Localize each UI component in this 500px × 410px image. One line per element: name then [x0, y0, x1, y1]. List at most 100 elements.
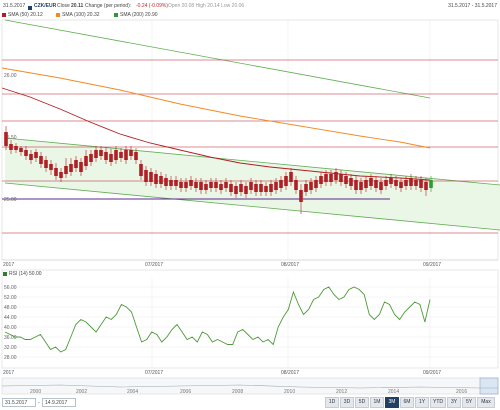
candle-body	[354, 180, 358, 190]
candle-body	[129, 150, 133, 156]
period-button-max[interactable]: Max	[477, 397, 495, 408]
change-label: Change (per period):	[85, 3, 132, 9]
candle-body	[144, 170, 148, 182]
period-button-5d[interactable]: 5D	[355, 397, 369, 408]
candle-body	[164, 178, 168, 186]
overview-year-label: 2008	[232, 389, 243, 395]
close-label: Close	[57, 3, 70, 9]
date-axis-label: 2017	[3, 262, 14, 268]
legend-label: SMA (100) 20.32	[62, 12, 100, 18]
sma100-line	[1, 67, 431, 149]
period-button-6m[interactable]: 6M	[400, 397, 414, 408]
candle-body	[284, 176, 288, 186]
date-axis-label: 08/2017	[281, 262, 299, 268]
candle-body	[229, 184, 233, 192]
candle-body	[154, 174, 158, 184]
candle-body	[409, 178, 413, 186]
candle-body	[329, 174, 333, 182]
candle-body	[249, 182, 253, 190]
candle-body	[14, 146, 18, 150]
candle-body	[139, 164, 143, 176]
candle-body	[114, 150, 118, 160]
candle-body	[259, 184, 263, 192]
chart-header: 31.5.2017 CZK/EUR Close 20.11 Change (pe…	[0, 0, 500, 12]
period-button-1m[interactable]: 1M	[370, 397, 384, 408]
candle-body	[59, 172, 63, 178]
candle-body	[39, 156, 43, 164]
candle-body	[234, 186, 238, 194]
candle-body	[209, 182, 213, 188]
candle-body	[314, 180, 318, 188]
rsi-swatch	[3, 271, 7, 276]
candle-body	[349, 178, 353, 186]
period-button-1y[interactable]: 1Y	[415, 397, 429, 408]
legend-sma50[interactable]: SMA (50) 20.12	[2, 12, 43, 18]
rsi-axis-label: 40.00	[4, 325, 17, 331]
rsi-line	[4, 286, 431, 353]
candle-body	[4, 132, 8, 146]
period-button-3d[interactable]: 3D	[340, 397, 354, 408]
candle-body	[299, 190, 303, 202]
candle-body	[214, 182, 218, 188]
rsi-legend[interactable]: RSI (14) 50.00	[3, 271, 42, 277]
legend-swatch	[2, 12, 6, 17]
date-to-input[interactable]: 14.9.2017	[42, 398, 76, 407]
candle-body	[404, 180, 408, 186]
overview-selection-handle[interactable]	[479, 377, 499, 395]
ohlc-text: Open 20.08 High 20.14 Low 20.06	[168, 3, 245, 9]
candle-body	[304, 184, 308, 192]
candle-body	[224, 182, 228, 188]
period-button-ytd[interactable]: YTD	[430, 397, 446, 408]
candle-body	[379, 182, 383, 190]
sma50-line	[1, 87, 431, 181]
period-button-3m[interactable]: 3M	[385, 397, 399, 408]
candle-body	[289, 172, 293, 182]
candle-body	[124, 150, 128, 160]
date-from-input[interactable]: 31.5.2017	[2, 398, 36, 407]
candle-body	[179, 182, 183, 188]
candle-body	[159, 176, 163, 184]
rsi-date-label: 08/2017	[281, 370, 299, 376]
legend-sma100[interactable]: SMA (100) 20.32	[56, 12, 100, 18]
price-axis-label: 25.00	[4, 197, 17, 203]
candle-body	[184, 182, 188, 188]
candle-body	[244, 186, 248, 194]
price-axis-label: 25.50	[4, 135, 17, 141]
candle-body	[49, 164, 53, 170]
sma200-line	[4, 19, 431, 99]
candle-body	[339, 174, 343, 182]
trend-channel-lower	[4, 182, 500, 231]
rsi-date-label: 09/2017	[423, 370, 441, 376]
candle-body	[104, 152, 108, 160]
overview-line	[1, 384, 498, 389]
candle-body	[374, 180, 378, 188]
candle-body	[79, 162, 83, 172]
date-axis-label: 09/2017	[423, 262, 441, 268]
candle-body	[239, 184, 243, 192]
overview-year-label: 2010	[284, 389, 295, 395]
period-button-5y[interactable]: 5Y	[462, 397, 476, 408]
candle-body	[364, 180, 368, 188]
candle-body	[19, 148, 23, 152]
candle-body	[324, 174, 328, 182]
candle-body	[99, 150, 103, 156]
candle-body	[149, 172, 153, 182]
candle-body	[174, 180, 178, 186]
period-button-3y[interactable]: 3Y	[447, 397, 461, 408]
candle-body	[194, 182, 198, 188]
rsi-date-label: 2017	[3, 370, 14, 376]
rsi-axis-label: 56.00	[4, 285, 17, 291]
candle-body	[319, 176, 323, 184]
candle-body	[74, 160, 78, 168]
legend-label: SMA (200) 20.90	[120, 12, 158, 18]
legend-sma200[interactable]: SMA (200) 20.90	[114, 12, 158, 18]
rsi-axis-label: 28.00	[4, 355, 17, 361]
date-range-separator: -	[38, 400, 40, 406]
candle-body	[279, 180, 283, 188]
candlestick-series	[4, 126, 433, 214]
period-button-1d[interactable]: 1D	[325, 397, 339, 408]
candle-body	[414, 180, 418, 186]
candle-body	[334, 172, 338, 180]
rsi-axis-label: 48.00	[4, 305, 17, 311]
